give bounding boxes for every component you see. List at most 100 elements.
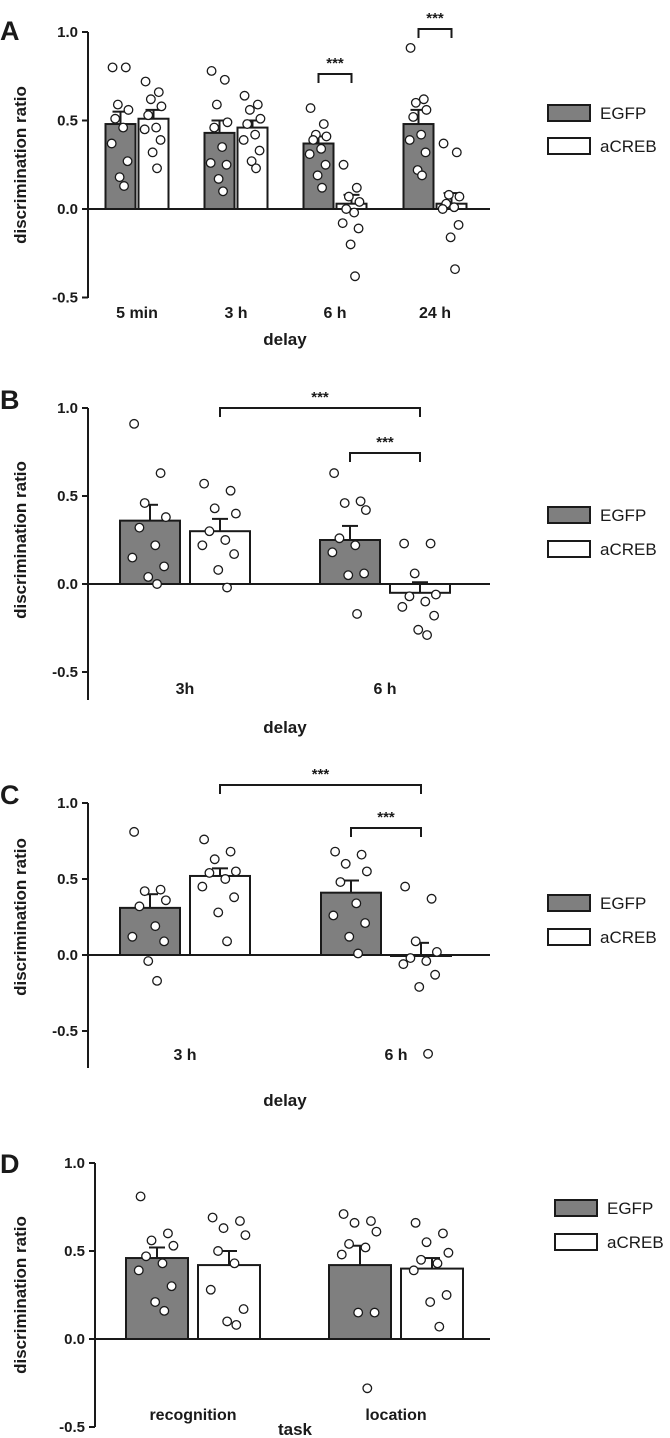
data-point — [156, 101, 167, 112]
significance-label: *** — [326, 55, 344, 72]
data-point — [369, 1307, 380, 1318]
data-point — [445, 232, 456, 243]
data-point — [251, 163, 261, 174]
data-point — [454, 191, 465, 202]
data-point — [114, 172, 125, 183]
y-tick-label: 0.5 — [57, 113, 78, 130]
data-point — [420, 147, 431, 158]
data-point — [150, 1297, 161, 1307]
data-point — [152, 975, 163, 986]
x-axis-title: delay — [263, 718, 307, 737]
significance-label: *** — [376, 434, 394, 451]
data-point — [127, 931, 138, 942]
panel-b: B 1.0 0.5 0.0 -0.5 discrimination ratio 3h 6 h d… — [0, 385, 657, 737]
data-point — [222, 936, 233, 947]
data-point — [204, 867, 215, 878]
data-point — [320, 159, 331, 170]
data-point — [107, 62, 118, 73]
data-point — [443, 1247, 454, 1258]
data-point — [434, 1321, 445, 1332]
legend-swatch-acreb — [547, 137, 591, 155]
legend-label-acreb: aCREB — [607, 1233, 664, 1252]
data-point — [339, 498, 350, 508]
x-tick-label: 3h — [176, 681, 195, 698]
bar-egfp — [328, 1264, 392, 1340]
data-point — [205, 158, 216, 168]
bar-egfp — [119, 906, 181, 957]
data-point — [430, 969, 441, 980]
data-point — [416, 129, 427, 140]
data-point — [166, 1281, 177, 1292]
data-point — [139, 124, 150, 135]
data-point — [159, 561, 170, 572]
data-point — [400, 881, 411, 892]
data-point — [355, 496, 366, 507]
data-point — [399, 538, 410, 549]
y-tick-label: -0.5 — [52, 664, 78, 681]
y-tick-label: -0.5 — [59, 1419, 85, 1436]
data-point — [410, 97, 421, 108]
legend-swatch-acreb — [547, 540, 591, 558]
data-point — [230, 866, 241, 877]
significance-label: *** — [312, 766, 330, 783]
data-point — [240, 1230, 251, 1241]
data-point — [426, 893, 437, 904]
legend-label-acreb: aCREB — [600, 137, 657, 156]
significance-bracket — [219, 407, 421, 417]
data-point — [451, 147, 462, 158]
y-tick-label: -0.5 — [52, 290, 78, 307]
y-tick-label: 1.0 — [57, 400, 78, 417]
data-point — [360, 505, 371, 516]
data-point — [252, 99, 263, 110]
data-point — [229, 1258, 240, 1269]
y-tick-label: 0.0 — [64, 1331, 85, 1348]
data-point — [361, 866, 372, 877]
x-tick-label: 24 h — [419, 305, 451, 322]
data-point — [152, 579, 163, 589]
panel-d: D 1.0 0.5 0.0 -0.5 discrimination ratio recogn… — [0, 1149, 664, 1438]
data-point — [328, 910, 339, 921]
data-point — [135, 1191, 146, 1202]
data-point — [308, 135, 319, 145]
data-point — [209, 503, 220, 514]
y-tick-label: 0.0 — [57, 576, 78, 593]
bar-acreb — [197, 1264, 261, 1340]
legend-label-egfp: EGFP — [600, 104, 646, 123]
legend-swatch-acreb — [554, 1233, 598, 1251]
y-tick-label: 0.0 — [57, 947, 78, 964]
data-point — [239, 90, 250, 101]
data-point — [141, 1251, 152, 1262]
data-point — [410, 936, 421, 947]
x-tick-label: location — [365, 1407, 426, 1424]
data-point — [127, 552, 138, 563]
data-point — [343, 191, 354, 202]
data-point — [409, 568, 420, 579]
data-point — [443, 189, 454, 200]
data-point — [221, 159, 232, 170]
significance-bracket — [350, 827, 422, 837]
data-point — [341, 204, 352, 214]
data-point — [222, 1316, 233, 1327]
data-point — [153, 87, 164, 98]
data-point — [404, 591, 415, 602]
data-point — [134, 522, 145, 533]
data-point — [110, 113, 121, 124]
y-tick-label: 0.5 — [57, 488, 78, 505]
data-point — [139, 886, 150, 897]
data-point — [155, 468, 166, 479]
data-point — [123, 104, 134, 115]
panel-letter: C — [0, 780, 20, 810]
data-point — [437, 1228, 448, 1239]
data-point — [413, 624, 424, 635]
data-point — [159, 1305, 170, 1316]
x-tick-label: 6 h — [373, 681, 396, 698]
data-point — [351, 898, 362, 909]
data-point — [340, 858, 351, 869]
data-point — [338, 1209, 349, 1219]
data-point — [360, 1242, 371, 1253]
data-point — [371, 1226, 382, 1237]
data-point — [321, 131, 332, 142]
data-point — [213, 907, 224, 918]
data-point — [206, 65, 217, 76]
data-point — [120, 62, 131, 73]
